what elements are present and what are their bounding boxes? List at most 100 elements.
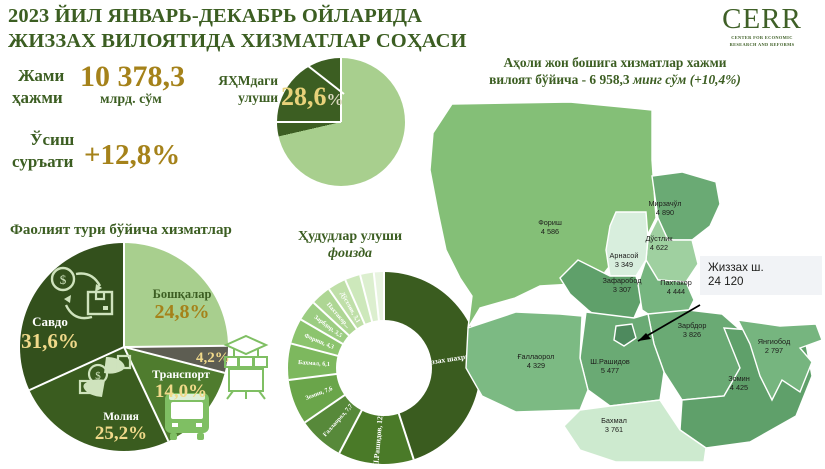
kpi-growth-label-2: суръати: [12, 152, 74, 171]
map-label-name: Зомин: [728, 374, 750, 383]
cerr-logo: CERR CENTER FOR ECONOMIC RESEARCH AND RE…: [707, 5, 817, 47]
map-label-value: 3 826: [682, 329, 702, 339]
kpi-growth-label-1: Ўсиш: [30, 130, 75, 149]
donut-hole: [336, 320, 432, 416]
slice-value: 24,8%: [154, 301, 210, 324]
education-icon: [223, 334, 269, 400]
map-label-yangiobod: Янгиобод 2 797: [742, 337, 806, 355]
map-header-italic: минг сўм (+10,4%): [632, 72, 741, 87]
map-label-value: 4 329: [526, 360, 546, 370]
activity-slice-label-transport: Транспорт 14,0%: [142, 368, 220, 402]
map-region-gallaorol[interactable]: [465, 311, 589, 413]
map-label-pakhtakor: Пахтакор 4 444: [643, 278, 709, 296]
slice-value: 25,2%: [94, 423, 148, 445]
logo-subtitle-1: CENTER FOR ECONOMIC: [731, 35, 793, 40]
map-label-value: 3 307: [612, 284, 632, 294]
kpi-block: Жами ҳажми 10 378,3 млрд. сўм Ўсиш суръа…: [12, 62, 227, 176]
map-label-name: Дўстлик: [645, 234, 673, 243]
map-label-zarbdor: Зарбдор 3 826: [660, 321, 724, 339]
activity-slice-label-other: 4,2%: [196, 350, 230, 366]
kpi-total-value: 10 378,3: [80, 60, 185, 93]
map-label-name: Зафаробод: [602, 276, 642, 285]
map-label-gallaorol: Ғаллаорол 4 329: [500, 352, 572, 370]
map-label-name: Мирзачўл: [648, 199, 682, 208]
map-label-forish: Фориш 4 586: [515, 218, 585, 236]
regions-chart-title: Ҳудудлар улуши фоизда: [290, 228, 410, 262]
map-label-value: 3 349: [614, 259, 634, 269]
map-label-name: Янгиобод: [757, 337, 791, 346]
map-region-bakhmal[interactable]: [563, 399, 707, 463]
logo-wordmark: CERR: [722, 3, 802, 35]
kpi-total-label-1: Жами: [18, 66, 65, 85]
callout-arrow-head: [638, 333, 651, 341]
activity-slice-label-moliya: Молия 25,2%: [86, 411, 156, 444]
activity-slice-label-savdo: Савдо 31,6%: [12, 315, 88, 352]
map-label-value: 5 477: [600, 365, 620, 375]
callout-name: Жиззах ш.: [708, 261, 764, 274]
yahm-percent-sign: %: [326, 90, 344, 109]
map-label-name: Фориш: [538, 218, 562, 227]
slice-name: Транспорт: [152, 367, 210, 381]
jizzakh-region-map: Фориш 4 586 Мирзачўл 4 890 Дўстлик 4 622…: [420, 100, 825, 465]
map-region-jizzakh-city[interactable]: [613, 323, 637, 347]
pie-separator: [123, 344, 229, 348]
activity-chart-title: Фаолият тури бўйича хизматлар: [10, 222, 232, 238]
page-title: 2023 ЙИЛ ЯНВАРЬ-ДЕКАБРЬ ОЙЛАРИДА ЖИЗЗАХ …: [8, 4, 648, 54]
map-label-name: Пахтакор: [660, 278, 692, 287]
regions-donut-chart: Жиззах шахри, 45,0 Ш.Рашидов, 12,7 Ғаллаор…: [288, 272, 487, 469]
pie-separator: [123, 243, 125, 347]
map-label-value: 4 425: [729, 382, 749, 392]
map-label-zafarobod: Зафаробод 3 307: [586, 276, 658, 294]
map-label-name: Бахмал: [601, 416, 627, 425]
map-label-value: 3 761: [604, 424, 624, 434]
kpi-growth-value: +12,8%: [84, 139, 181, 171]
map-header: Аҳоли жон бошига хизматлар хажми вилоят …: [415, 54, 815, 88]
map-label-arnasoy: Арнасой 3 349: [592, 251, 656, 269]
map-label-zomin: Зомин 4 425: [708, 374, 770, 392]
callout-value: 24 120: [708, 275, 744, 288]
map-label-value: 4 622: [649, 242, 669, 252]
kpi-growth: Ўсиш суръати +12,8%: [12, 128, 227, 176]
kpi-total: Жами ҳажми 10 378,3 млрд. сўм: [12, 62, 227, 110]
map-label-name: Ш.Рашидов: [590, 357, 630, 366]
slice-value: 31,6%: [21, 328, 79, 353]
yahm-label-line-1: ЯҲМдаги: [218, 73, 278, 88]
map-header-plain: вилоят бўйича - 6 958,3: [489, 72, 633, 87]
map-region-yangiobod[interactable]: [736, 319, 823, 402]
map-label-bakhmal: Бахмал 3 761: [582, 416, 646, 434]
map-label-value: 4 890: [655, 207, 675, 217]
slice-value: 14,0%: [154, 380, 208, 402]
regions-subtitle-text: фоизда: [327, 246, 373, 261]
slice-name: Молия: [103, 411, 139, 423]
map-label-name: Зарбдор: [677, 321, 707, 330]
yahm-label: ЯҲМдаги улуши: [216, 72, 278, 106]
map-header-line-1: Аҳоли жон бошига хизматлар хажми: [503, 55, 727, 70]
map-svg: [429, 101, 823, 463]
map-label-sh-rashidov: Ш.Рашидов 5 477: [572, 357, 648, 375]
svg-text:$: $: [60, 272, 67, 287]
pie-separator: [277, 121, 341, 123]
map-label-mirzachol: Мирзачўл 4 890: [630, 199, 700, 217]
map-label-value: 2 797: [764, 345, 784, 355]
map-header-line-2: вилоят бўйича - 6 958,3 минг сўм (+10,4%…: [415, 71, 815, 88]
yahm-share-pie-chart: [277, 55, 405, 186]
slice-name: Бошқалар: [152, 287, 212, 301]
kpi-total-unit: млрд. сўм: [100, 92, 162, 107]
callout-arrow-line: [637, 304, 701, 342]
jizzakh-city-callout: Жиззах ш. 24 120: [700, 256, 822, 295]
slice-name: Савдо: [32, 314, 68, 329]
title-line-1: 2023 ЙИЛ ЯНВАРЬ-ДЕКАБРЬ ОЙЛАРИДА: [8, 5, 423, 27]
regions-title-text: Ҳудудлар улуши: [297, 229, 403, 244]
map-label-value: 4 586: [540, 226, 560, 236]
map-label-dostlik: Дўстлик 4 622: [627, 234, 691, 252]
pie-separator: [28, 346, 125, 392]
yahm-value-number: 28,6: [281, 82, 327, 111]
activity-slice-label-boshqalar: Бошқалар 24,8%: [142, 287, 222, 324]
title-line-2: ЖИЗЗАХ ВИЛОЯТИДА ХИЗМАТЛАР СОҲАСИ: [8, 30, 467, 52]
logo-subtitle-2: RESEARCH AND REFORMS: [729, 41, 795, 47]
yahm-value: 28,6%: [281, 84, 344, 113]
map-label-name: Ғаллаорол: [517, 352, 555, 361]
map-label-name: Арнасой: [609, 251, 639, 260]
yahm-label-line-2: улуши: [238, 90, 278, 105]
